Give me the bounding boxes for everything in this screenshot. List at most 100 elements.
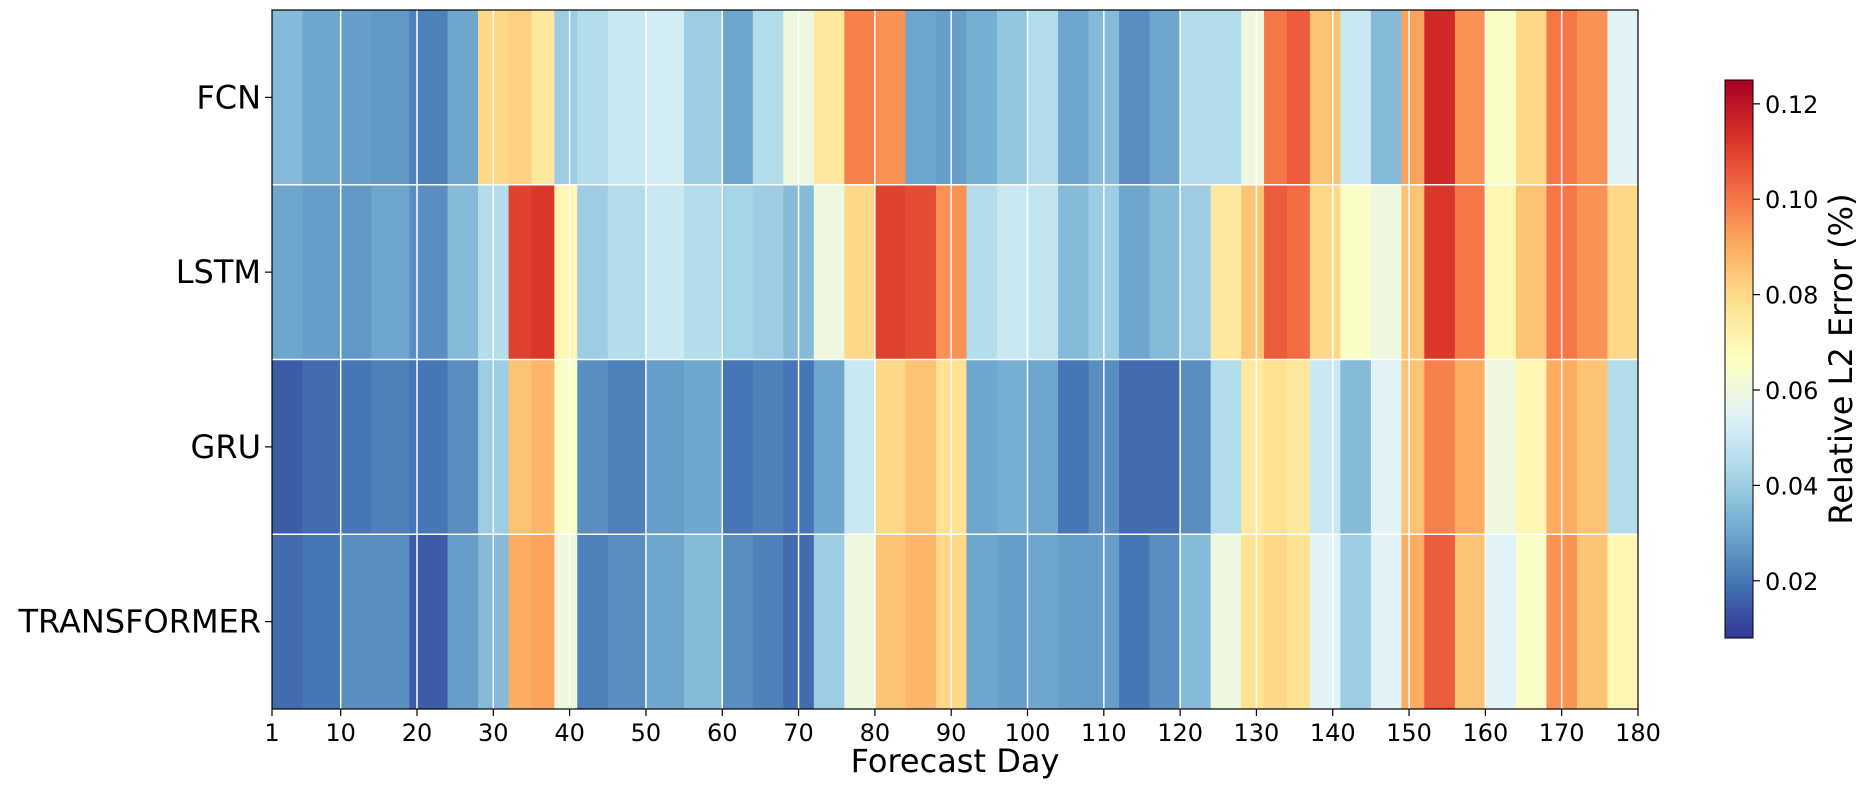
heat-cell (554, 10, 578, 185)
heat-cell (1607, 10, 1639, 185)
heat-cell (1576, 534, 1609, 709)
heat-cell (844, 10, 876, 185)
heat-cell (1340, 10, 1372, 185)
heat-cell (1576, 359, 1609, 535)
heat-cell (684, 534, 723, 709)
heat-cell (1180, 10, 1212, 185)
heat-cell (531, 359, 555, 535)
heat-cell (813, 184, 845, 360)
heat-cell (371, 359, 410, 535)
heat-cell (1370, 359, 1403, 535)
heat-cell (1340, 359, 1372, 535)
heat-cell (966, 184, 998, 360)
heat-cell (340, 359, 372, 535)
colorbar-gradient (1724, 79, 1754, 639)
heat-cell (1401, 359, 1425, 535)
heat-cell (1607, 359, 1639, 535)
heat-cell (554, 359, 578, 535)
x-tick-label: 170 (1539, 719, 1585, 747)
heat-cell (1515, 10, 1548, 185)
x-tick-label: 100 (1005, 719, 1051, 747)
heat-cell (508, 359, 533, 535)
colorbar-tick-label: 0.08 (1765, 282, 1818, 310)
heat-cell (607, 10, 647, 185)
heat-cell (1286, 359, 1311, 535)
heat-cell (905, 10, 937, 185)
colorbar-ticks: 0.02 0.04 0.06 0.08 0.10 0.12 (1753, 91, 1818, 596)
heat-cell (966, 359, 998, 535)
heat-cell (1210, 10, 1242, 185)
heat-cell (1027, 184, 1059, 360)
heat-cell (844, 359, 876, 535)
heat-cell (577, 184, 609, 360)
heatmap-gridlines (272, 10, 1638, 709)
heat-cell (1149, 10, 1181, 185)
y-tick-label: TRANSFORMER (17, 603, 261, 641)
heat-cell (1210, 184, 1242, 360)
heat-cell (409, 10, 449, 185)
x-tick-label: 140 (1310, 719, 1356, 747)
heat-cell (996, 10, 1029, 185)
heat-cell (1264, 359, 1288, 535)
heat-cell (1424, 184, 1456, 360)
colorbar-tick-label: 0.12 (1765, 91, 1818, 119)
heat-cell (752, 184, 784, 360)
heat-cell (531, 10, 555, 185)
heat-cell (1309, 534, 1341, 709)
heat-cell (1119, 10, 1151, 185)
heat-cell (1424, 534, 1456, 709)
heat-cell (272, 10, 304, 185)
heat-cell (1264, 534, 1288, 709)
x-tick-label: 110 (1081, 719, 1127, 747)
heat-cell (1607, 184, 1639, 360)
heat-cell (1180, 359, 1212, 535)
heat-cell (844, 534, 876, 709)
heat-cell (1485, 10, 1517, 185)
heat-cell (1027, 534, 1059, 709)
heat-cell (1309, 184, 1341, 360)
heat-cell (1424, 10, 1456, 185)
x-tick-label: 90 (936, 719, 967, 747)
heat-cell (272, 184, 304, 360)
heat-cell (1340, 534, 1372, 709)
heat-cell (508, 534, 533, 709)
heat-cell (874, 359, 906, 535)
heat-cell (752, 359, 784, 535)
x-tick-label: 70 (783, 719, 814, 747)
heat-cell (1149, 534, 1181, 709)
heat-cell (531, 184, 555, 360)
colorbar-tick-label: 0.02 (1765, 568, 1818, 596)
heat-cell (1286, 184, 1311, 360)
heat-cell (996, 359, 1029, 535)
heat-cell (340, 184, 372, 360)
heat-cell (684, 10, 723, 185)
heat-cell (1401, 184, 1425, 360)
heat-cell (1241, 534, 1265, 709)
heat-cell (813, 534, 845, 709)
heat-cell (1401, 534, 1425, 709)
x-tick-label: 50 (631, 719, 662, 747)
x-axis-title: Forecast Day (851, 742, 1060, 780)
heat-cell (1515, 359, 1548, 535)
x-tick-label: 40 (554, 719, 585, 747)
heat-cell (272, 359, 304, 535)
y-tick-label: LSTM (176, 253, 261, 291)
heat-cell (1424, 359, 1456, 535)
heat-cell (905, 184, 937, 360)
heat-cell (722, 534, 754, 709)
heat-cell (302, 10, 342, 185)
heat-cell (813, 359, 845, 535)
heat-cell (645, 534, 685, 709)
colorbar: 0.02 0.04 0.06 0.08 0.10 0.12 Relative L2 Err… (1724, 79, 1860, 639)
heat-cell (447, 10, 479, 185)
heat-cell (1454, 10, 1486, 185)
heat-cell (966, 534, 998, 709)
colorbar-tick-label: 0.06 (1765, 377, 1818, 405)
heat-cell (1370, 10, 1403, 185)
heat-cell (1241, 184, 1265, 360)
heat-cell (447, 359, 479, 535)
heat-cell (1180, 534, 1212, 709)
heat-cell (607, 359, 647, 535)
heat-cell (447, 534, 479, 709)
